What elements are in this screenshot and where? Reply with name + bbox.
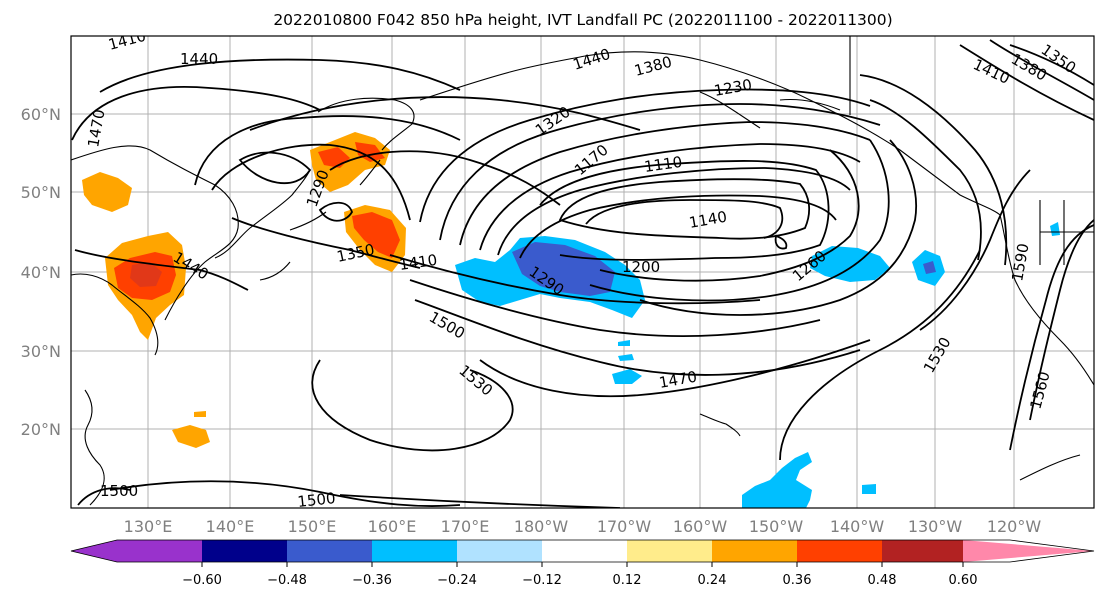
lat-label: 40°N [21,263,61,282]
height-contours [71,39,1094,508]
colorbar-tick-label: 0.12 [613,573,642,588]
colorbar-tick-label: 0.24 [698,573,727,588]
contour-label: 1410 [398,251,438,274]
lat-label: 60°N [21,105,61,124]
colorbar-tick-label: −0.60 [182,573,222,588]
colorbar-segment [372,540,457,562]
contour-label: 1200 [622,258,660,276]
colorbar-segment [882,540,963,562]
lat-label: 30°N [21,342,61,361]
lon-label: 160°E [368,517,417,536]
lon-label: 130°W [908,517,963,536]
colorbar-tick-label: −0.48 [267,573,307,588]
colorbar: −0.60 −0.48 −0.36 −0.24 −0.12 0.12 0.24 … [70,539,1095,588]
colorbar-segment [542,540,627,562]
lon-label: 150°E [288,517,337,536]
colorbar-extend-low [71,540,117,562]
lon-label: 160°W [673,517,728,536]
colorbar-outline [70,539,1095,563]
colorbar-ticks [201,562,964,567]
lon-label: 150°W [749,517,804,536]
colorbar-segment [627,540,712,562]
lon-label: 140°E [206,517,255,536]
contour-label: 1440 [180,50,218,68]
contour-label: 1500 [297,489,337,511]
contour-label: 1500 [100,482,138,500]
contour-label: 1110 [643,153,683,176]
lon-label: 180°W [514,517,569,536]
colorbar-tick-label: −0.36 [352,573,392,588]
lon-label: 130°E [124,517,173,536]
colorbar-segment [287,540,372,562]
colorbar-tick-label: −0.12 [522,573,562,588]
coastlines [71,36,1094,506]
latitude-labels: 60°N 50°N 40°N 30°N 20°N [21,105,61,439]
colorbar-segment [202,540,287,562]
colorbar-tick-label: 0.60 [949,573,978,588]
colorbar-segment [712,540,797,562]
lon-label: 170°E [441,517,490,536]
lat-label: 50°N [21,183,61,202]
lon-label: 140°W [830,517,885,536]
colorbar-segment [457,540,542,562]
longitude-labels: 130°E 140°E 150°E 160°E 170°E 180°W 170°… [124,517,1042,536]
colorbar-tick-label: 0.36 [783,573,812,588]
colorbar-extend-high [963,540,1094,562]
ivt-negative-shading [455,222,1060,508]
colorbar-tick-label: −0.24 [437,573,477,588]
lon-label: 120°W [987,517,1042,536]
map-border [70,35,1095,509]
lon-label: 170°W [597,517,652,536]
lat-label: 20°N [21,420,61,439]
colorbar-segment [117,540,202,562]
colorbar-tick-label: 0.48 [868,573,897,588]
colorbar-segment [797,540,882,562]
map-title: 2022010800 F042 850 hPa height, IVT Land… [273,11,892,29]
